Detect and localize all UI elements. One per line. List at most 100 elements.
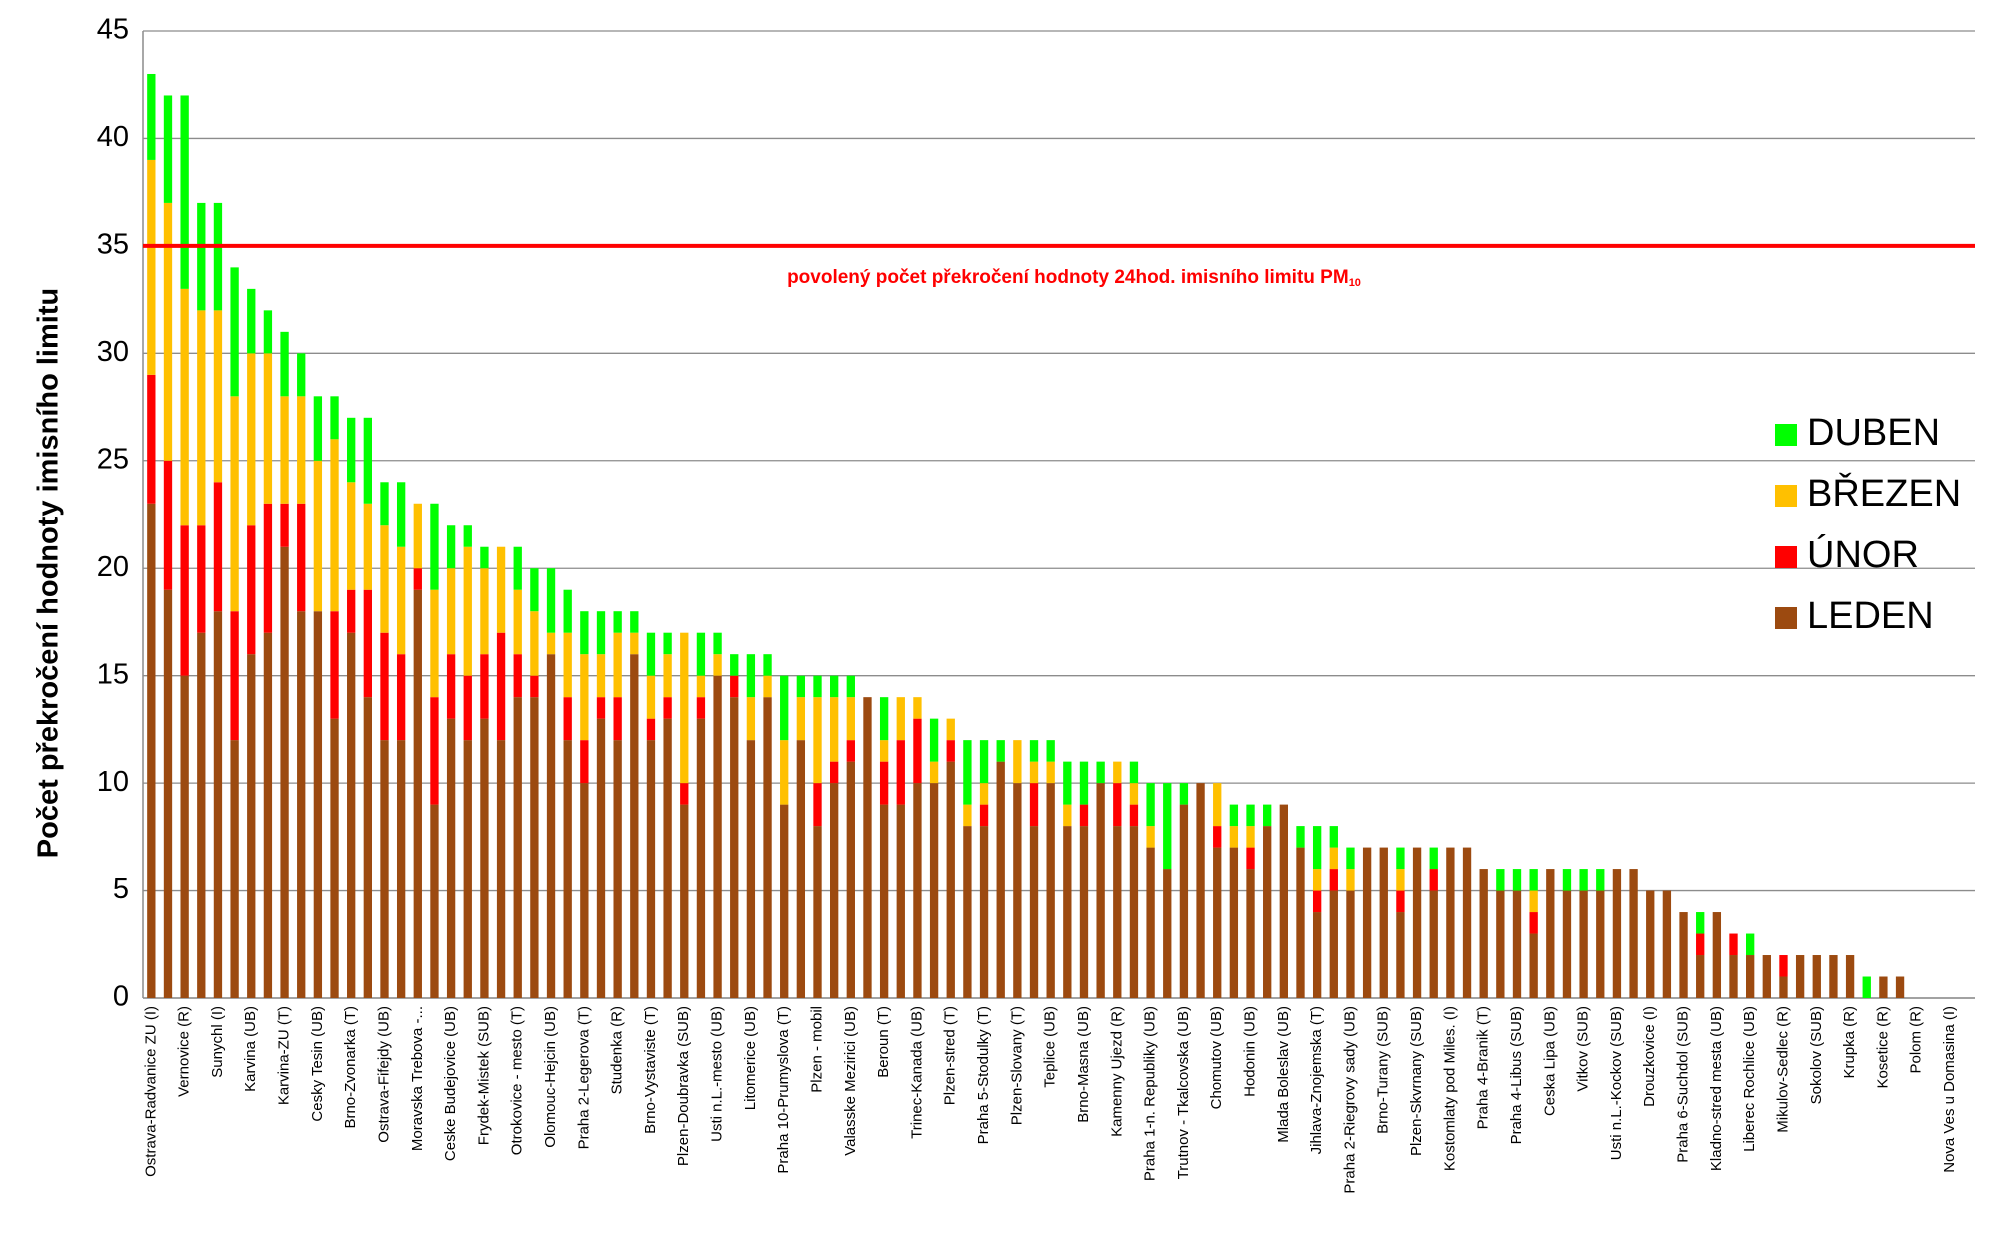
y-tick-label: 20 xyxy=(97,551,129,583)
bar-segment xyxy=(1163,783,1172,870)
bar-segment xyxy=(563,697,572,741)
bar-segment xyxy=(613,632,622,698)
bar-segment xyxy=(463,525,472,547)
x-tick-label: Liberec Rochlice (UB) xyxy=(1741,1006,1758,1152)
bar-segment xyxy=(480,654,489,719)
bar-segment xyxy=(730,697,739,998)
bar-segment xyxy=(1229,804,1239,827)
bar-segment xyxy=(596,611,606,655)
legend-swatch xyxy=(1775,607,1797,629)
bar-segment xyxy=(247,288,256,354)
bar-segment xyxy=(280,396,289,504)
bar-segment xyxy=(979,826,989,998)
bar-segment xyxy=(846,740,855,762)
bar-segment xyxy=(1579,869,1588,891)
bar-segment xyxy=(1512,869,1522,891)
bar-segment xyxy=(979,740,989,784)
bar-segment xyxy=(696,675,706,698)
bar-segment xyxy=(696,632,706,676)
bar-segment xyxy=(1362,847,1372,998)
bar-segment xyxy=(347,417,356,483)
bar-segment xyxy=(530,568,539,612)
bar-segment xyxy=(213,482,223,612)
bar-segment xyxy=(463,546,472,676)
x-tick-label: Studenka (R) xyxy=(609,1006,626,1094)
bar-segment xyxy=(580,611,589,655)
bar-segment xyxy=(780,675,789,741)
bar-segment xyxy=(879,761,889,805)
bar-segment xyxy=(163,202,173,461)
bar-segment xyxy=(530,675,539,698)
x-tick-label: Krupka (R) xyxy=(1841,1006,1858,1079)
bar-segment xyxy=(1129,761,1139,784)
bar-segment xyxy=(846,761,855,998)
bar-segment xyxy=(1629,869,1638,998)
bar-segment xyxy=(180,95,189,289)
bar-segment xyxy=(1179,804,1189,998)
bar-segment xyxy=(1529,912,1538,934)
bar-segment xyxy=(713,654,722,676)
bar-segment xyxy=(1579,890,1588,998)
bar-segment xyxy=(297,396,306,504)
x-tick-label: Karvina (UB) xyxy=(242,1006,259,1092)
x-tick-label: Praha 10-Prumyslova (T) xyxy=(775,1006,792,1174)
bar-segment xyxy=(1063,761,1072,805)
bar-segment xyxy=(1263,826,1272,998)
bar-segment xyxy=(1812,955,1821,998)
bar-segment xyxy=(863,697,872,998)
bar-segment xyxy=(1312,912,1322,998)
bar-segment xyxy=(197,310,206,526)
bar-segment xyxy=(1346,890,1355,998)
bar-segment xyxy=(180,525,189,676)
bar-segment xyxy=(1379,847,1388,998)
bar-segment xyxy=(197,202,206,311)
bar-segment xyxy=(630,654,639,998)
bar-segment xyxy=(147,503,156,998)
bar-segment xyxy=(1329,890,1338,998)
bar-segment xyxy=(1746,933,1755,956)
bar-segment xyxy=(1895,976,1905,998)
bar-segment xyxy=(1196,783,1205,998)
bar-segment xyxy=(1029,761,1039,784)
x-tick-label: Praha 2-Legerova (T) xyxy=(575,1006,592,1149)
bar-segment xyxy=(163,95,173,203)
bar-segment xyxy=(613,740,622,998)
bar-segment xyxy=(746,654,756,698)
bar-segment xyxy=(646,718,656,741)
bar-segment xyxy=(646,632,656,676)
bar-segment xyxy=(630,611,639,633)
bar-segment xyxy=(830,697,839,762)
bar-segment xyxy=(1096,761,1105,784)
bar-segment xyxy=(1246,869,1255,998)
bar-segment xyxy=(1729,955,1738,998)
bar-segment xyxy=(1179,783,1189,805)
x-tick-label: Mlada Boleslav (UB) xyxy=(1275,1006,1292,1143)
bar-segment xyxy=(813,783,822,827)
legend-label: ÚNOR xyxy=(1807,533,1919,576)
bar-segment xyxy=(396,740,406,998)
bar-segment xyxy=(1679,912,1688,998)
x-tick-label: Hodonin (UB) xyxy=(1241,1006,1258,1097)
bar-segment xyxy=(963,804,972,827)
bar-segment xyxy=(580,740,589,784)
bar-segment xyxy=(1296,826,1305,848)
bar-segment xyxy=(1496,869,1505,891)
bar-segment xyxy=(913,783,922,998)
bar-segment xyxy=(1312,826,1322,870)
bar-segment xyxy=(1696,912,1705,934)
legend-swatch xyxy=(1775,424,1797,446)
bar-segment xyxy=(963,740,972,805)
x-tick-label: Brno-Turany (SUB) xyxy=(1375,1006,1392,1134)
bar-segment xyxy=(1396,869,1405,891)
bar-segment xyxy=(596,654,606,698)
bar-segment xyxy=(1829,955,1838,998)
bar-segment xyxy=(380,740,389,998)
bar-segment xyxy=(463,675,472,741)
bar-segment xyxy=(1646,890,1655,998)
bar-segment xyxy=(330,611,339,719)
bar-segment xyxy=(1546,869,1555,998)
bar-segment xyxy=(780,804,789,998)
bar-segment xyxy=(147,159,156,375)
bar-segment xyxy=(430,503,439,590)
x-tick-label: Plzen-Slovany (T) xyxy=(1008,1006,1025,1125)
